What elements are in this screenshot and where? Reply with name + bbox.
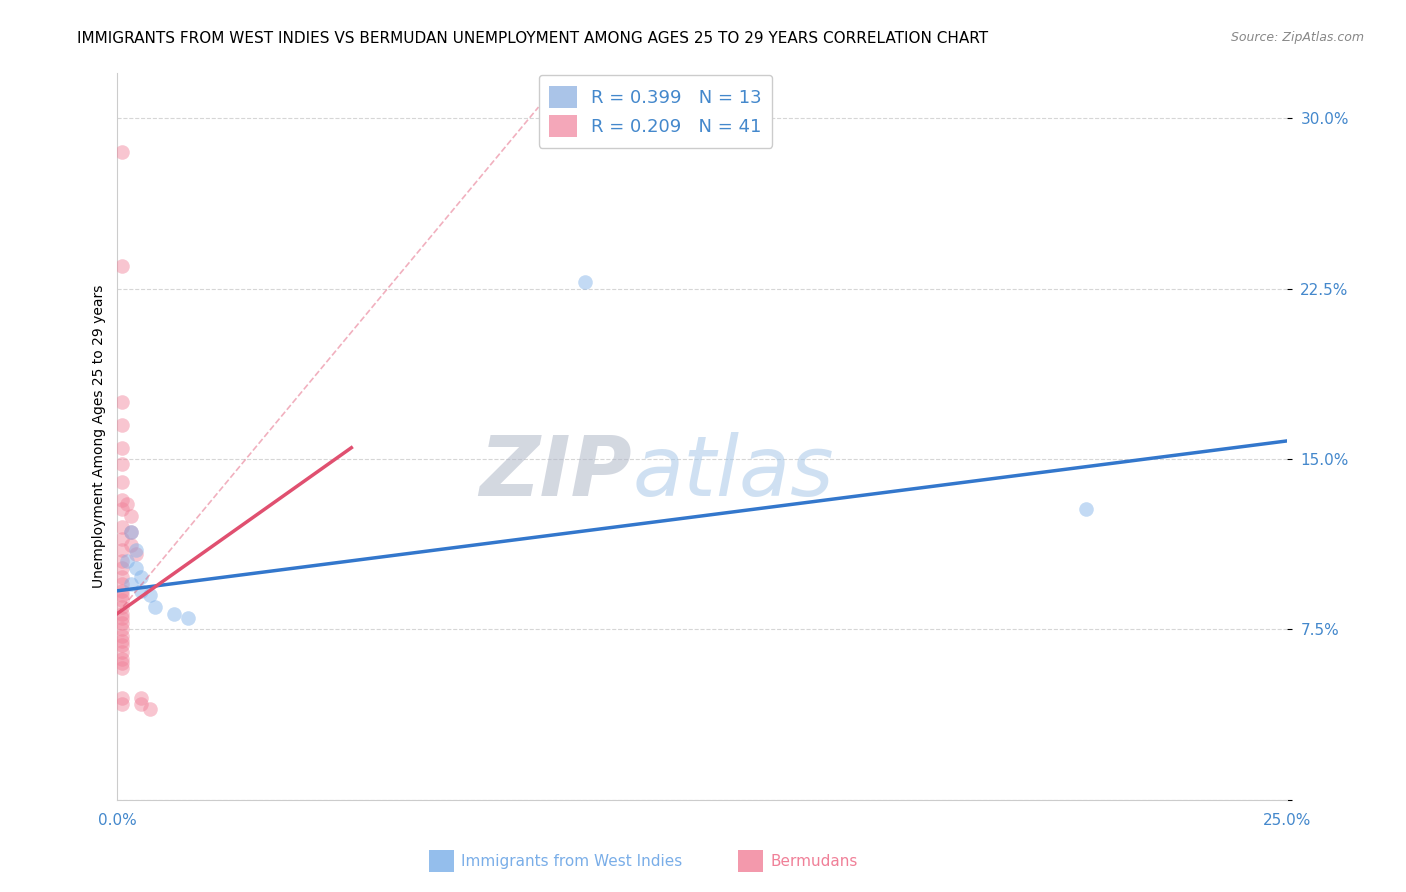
Point [129, 690, 152, 705]
Point [111, 657, 134, 671]
Point [125, 561, 148, 575]
Point [125, 543, 148, 558]
Point [111, 661, 134, 675]
Point [111, 554, 134, 568]
Point [111, 583, 134, 598]
Point [111, 457, 134, 471]
Point [111, 599, 134, 614]
Text: Bermudans: Bermudans [770, 854, 858, 869]
Point [111, 638, 134, 652]
Point [111, 629, 134, 643]
Point [111, 543, 134, 558]
Point [111, 645, 134, 659]
Text: IMMIGRANTS FROM WEST INDIES VS BERMUDAN UNEMPLOYMENT AMONG AGES 25 TO 29 YEARS C: IMMIGRANTS FROM WEST INDIES VS BERMUDAN … [77, 31, 988, 46]
Point [111, 593, 134, 607]
Point [111, 520, 134, 534]
Point [111, 492, 134, 507]
Point [129, 698, 152, 712]
Point [121, 577, 143, 591]
Point [111, 698, 134, 712]
Point [1074, 502, 1097, 516]
Point [115, 554, 138, 568]
Y-axis label: Unemployment Among Ages 25 to 29 years: Unemployment Among Ages 25 to 29 years [93, 285, 107, 588]
Text: ZIP: ZIP [479, 433, 633, 513]
Point [111, 395, 134, 409]
Point [111, 577, 134, 591]
Point [111, 690, 134, 705]
Point [139, 702, 162, 716]
Point [111, 561, 134, 575]
Point [111, 259, 134, 273]
Point [176, 611, 198, 625]
Point [111, 570, 134, 584]
Point [111, 502, 134, 516]
Point [111, 441, 134, 455]
Point [111, 145, 134, 160]
Point [111, 623, 134, 637]
Point [111, 615, 134, 630]
Point [111, 652, 134, 666]
Point [129, 570, 152, 584]
Point [121, 508, 143, 523]
Point [115, 498, 138, 512]
Point [111, 475, 134, 489]
Point [111, 532, 134, 546]
Point [574, 275, 596, 289]
Text: Source: ZipAtlas.com: Source: ZipAtlas.com [1230, 31, 1364, 45]
Point [143, 599, 166, 614]
Point [121, 538, 143, 552]
Point [111, 588, 134, 602]
Legend: R = 0.399   N = 13, R = 0.209   N = 41: R = 0.399 N = 13, R = 0.209 N = 41 [538, 75, 772, 148]
Point [111, 611, 134, 625]
Point [111, 633, 134, 648]
Point [129, 583, 152, 598]
Point [139, 588, 162, 602]
Text: atlas: atlas [633, 433, 834, 513]
Point [111, 417, 134, 432]
Point [121, 524, 143, 539]
Point [121, 524, 143, 539]
Point [111, 607, 134, 621]
Point [125, 548, 148, 562]
Text: Immigrants from West Indies: Immigrants from West Indies [461, 854, 682, 869]
Point [162, 607, 184, 621]
